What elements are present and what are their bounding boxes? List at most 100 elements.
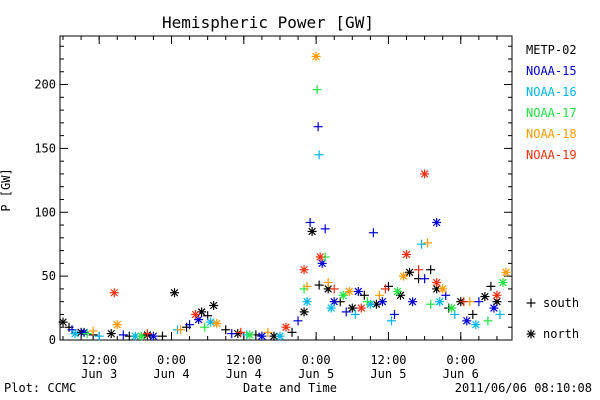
data-point-noaa-19-north bbox=[109, 288, 119, 298]
data-point-noaa-16-north bbox=[206, 317, 216, 327]
data-point-noaa-15-north bbox=[489, 303, 499, 313]
data-point-noaa-15-south bbox=[389, 309, 399, 319]
data-point-metp-02-north bbox=[347, 303, 357, 313]
marker-legend: south north bbox=[526, 296, 579, 341]
data-point-noaa-19-south bbox=[142, 329, 152, 339]
x-tick-label-date: Jun 4 bbox=[226, 367, 262, 381]
data-point-noaa-17-south bbox=[483, 316, 493, 326]
data-point-noaa-17-south bbox=[426, 299, 436, 309]
data-point-noaa-19-north bbox=[356, 303, 366, 313]
data-point-noaa-17-north bbox=[447, 303, 457, 313]
data-point-noaa-17-south bbox=[362, 297, 372, 307]
data-point-noaa-16-south bbox=[386, 316, 396, 326]
data-point-metp-02-north bbox=[106, 329, 116, 339]
data-point-noaa-19-north bbox=[191, 309, 201, 319]
x-tick-label-date: Jun 6 bbox=[443, 367, 479, 381]
data-point-noaa-15-south bbox=[313, 122, 323, 132]
data-point-noaa-19-south bbox=[329, 284, 339, 294]
data-point-noaa-15-north bbox=[408, 297, 418, 307]
data-point-noaa-17-south bbox=[312, 85, 322, 95]
data-point-noaa-18-south bbox=[263, 327, 273, 337]
data-point-noaa-16-south bbox=[314, 150, 324, 160]
x-tick-label-time: 0:00 bbox=[157, 353, 186, 367]
x-tick-label-date: Jun 5 bbox=[298, 367, 334, 381]
y-tick-label: 100 bbox=[34, 205, 56, 219]
legend-entry: NOAA-19 bbox=[526, 148, 577, 162]
data-point-noaa-15-north bbox=[353, 286, 363, 296]
data-point-noaa-18-south bbox=[302, 281, 312, 291]
data-point-noaa-15-south bbox=[293, 316, 303, 326]
data-point-metp-02-south bbox=[287, 327, 297, 337]
data-point-noaa-17-south bbox=[200, 322, 210, 332]
data-point-noaa-19-north bbox=[492, 290, 502, 300]
legend-entry: METP-02 bbox=[526, 43, 577, 57]
data-point-noaa-18-north bbox=[212, 318, 222, 328]
x-tick-label-date: Jun 3 bbox=[81, 367, 117, 381]
legend-entry: NOAA-15 bbox=[526, 64, 577, 78]
data-point-noaa-19-north bbox=[420, 169, 430, 179]
data-point-metp-02-south bbox=[426, 265, 436, 275]
y-tick-label: 50 bbox=[42, 269, 56, 283]
data-point-noaa-18-south bbox=[88, 326, 98, 336]
data-point-noaa-16-north bbox=[471, 320, 481, 330]
plot-frame bbox=[59, 35, 513, 341]
x-tick-label-time: 0:00 bbox=[446, 353, 475, 367]
data-point-metp-02-north bbox=[58, 317, 68, 327]
x-tick-label-time: 12:00 bbox=[226, 353, 262, 367]
data-point-noaa-15-south bbox=[320, 224, 330, 234]
x-tick-label-time: 12:00 bbox=[81, 353, 117, 367]
y-axis-label: P [GW] bbox=[0, 168, 13, 211]
marker-legend-symbol bbox=[526, 329, 536, 339]
data-point-noaa-15-south bbox=[420, 274, 430, 284]
y-tick-label: 0 bbox=[49, 333, 56, 347]
data-point-noaa-16-south bbox=[417, 239, 427, 249]
data-point-noaa-15-north bbox=[377, 297, 387, 307]
data-point-noaa-18-north bbox=[344, 286, 354, 296]
data-point-noaa-17-north bbox=[498, 278, 508, 288]
data-point-noaa-15-north bbox=[194, 315, 204, 325]
x-tick-label-date: Jun 5 bbox=[370, 367, 406, 381]
data-point-noaa-15-south bbox=[368, 228, 378, 238]
data-point-noaa-18-south bbox=[323, 278, 333, 288]
data-point-noaa-19-south bbox=[459, 297, 469, 307]
data-point-metp-02-north bbox=[170, 288, 180, 298]
data-point-noaa-17-south bbox=[82, 329, 92, 339]
data-point-noaa-18-north bbox=[501, 267, 511, 277]
x-axis-label: Date and Time bbox=[243, 381, 337, 395]
y-tick-label: 200 bbox=[34, 78, 56, 92]
data-point-noaa-18-north bbox=[311, 51, 321, 61]
data-point-noaa-16-north bbox=[302, 297, 312, 307]
data-point-noaa-19-north bbox=[402, 249, 412, 259]
data-point-noaa-15-north bbox=[462, 316, 472, 326]
data-point-noaa-17-north bbox=[245, 330, 255, 340]
data-point-noaa-16-north bbox=[70, 329, 80, 339]
data-point-noaa-15-south bbox=[305, 217, 315, 227]
y-tick-label: 150 bbox=[34, 141, 56, 155]
marker-legend-symbol bbox=[526, 298, 536, 308]
data-point-metp-02-north bbox=[299, 307, 309, 317]
data-point-noaa-15-south bbox=[474, 297, 484, 307]
data-point-noaa-17-north bbox=[338, 290, 348, 300]
data-point-noaa-19-north bbox=[315, 252, 325, 262]
data-point-noaa-15-north bbox=[257, 331, 267, 341]
data-point-noaa-16-south bbox=[495, 309, 505, 319]
data-point-noaa-18-north bbox=[399, 271, 409, 281]
legend-entry: NOAA-17 bbox=[526, 106, 577, 120]
data-points bbox=[58, 51, 511, 341]
legend-entry: NOAA-16 bbox=[526, 85, 577, 99]
data-point-metp-02-north bbox=[405, 267, 415, 277]
data-point-noaa-18-south bbox=[374, 290, 384, 300]
data-point-noaa-15-south bbox=[227, 329, 237, 339]
data-point-noaa-19-south bbox=[236, 327, 246, 337]
footer-timestamp: 2011/06/06 08:10:08 bbox=[455, 381, 592, 395]
marker-legend-label: north bbox=[543, 327, 579, 341]
legend: METP-02 NOAA-15 NOAA-16 NOAA-17 NOAA-18 NOAA-… bbox=[526, 43, 577, 162]
data-point-noaa-19-south bbox=[380, 284, 390, 294]
data-point-noaa-16-south bbox=[94, 331, 104, 341]
data-point-noaa-19-north bbox=[281, 322, 291, 332]
x-tick-label-time: 0:00 bbox=[302, 353, 331, 367]
x-tick-label-date: Jun 4 bbox=[153, 367, 189, 381]
data-point-noaa-16-north bbox=[435, 297, 445, 307]
data-point-noaa-18-north bbox=[112, 320, 122, 330]
